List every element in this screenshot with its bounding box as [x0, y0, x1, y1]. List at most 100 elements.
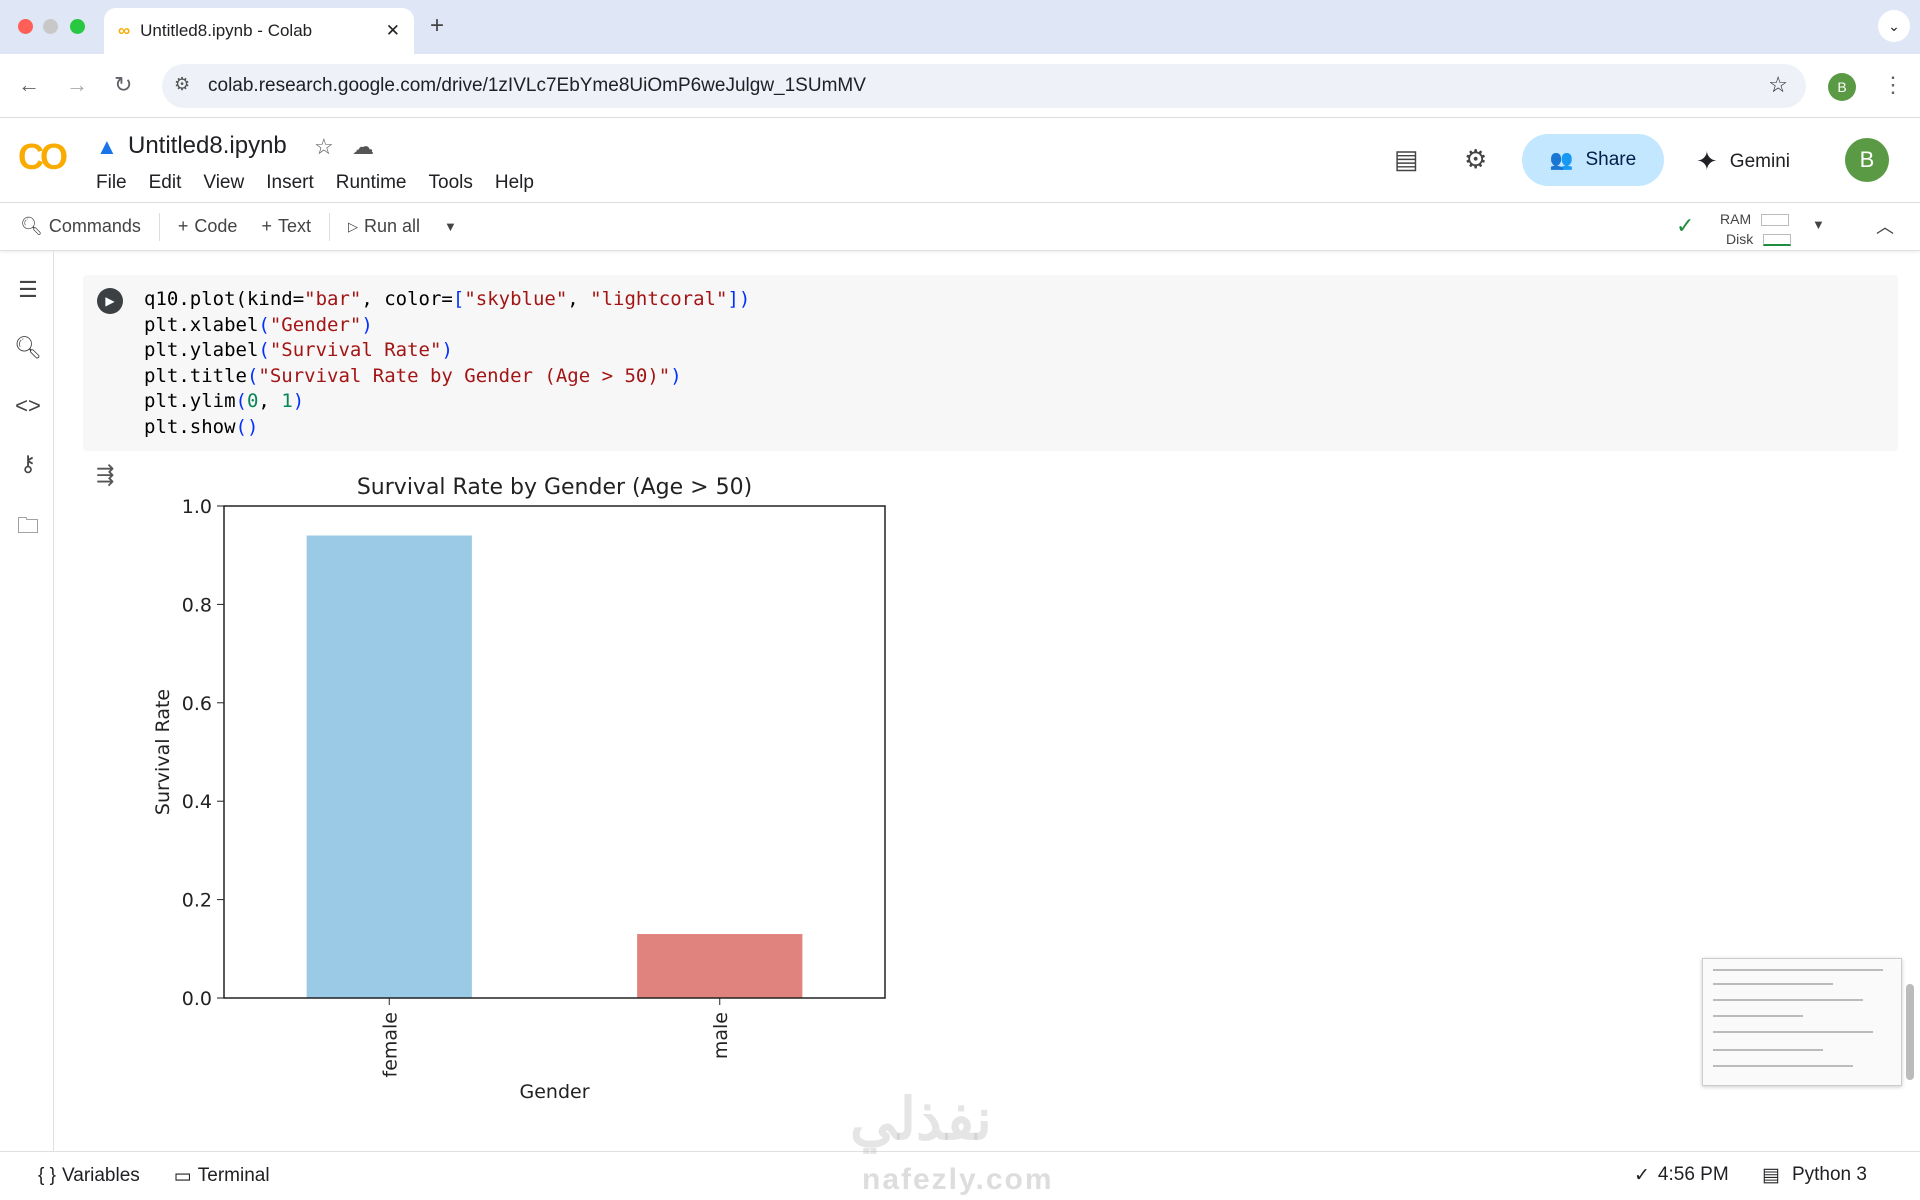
- code-line: q10.plot(kind="bar", color=["skyblue", "…: [144, 288, 751, 310]
- gemini-button[interactable]: ✦ Gemini: [1696, 146, 1790, 177]
- reload-icon[interactable]: ↻: [114, 72, 133, 97]
- collapse-header-icon[interactable]: ︿: [1876, 217, 1894, 237]
- star-icon[interactable]: ☆: [314, 134, 334, 159]
- y-tick-label: 0.4: [182, 791, 212, 813]
- comments-icon[interactable]: ▤: [1394, 144, 1419, 174]
- bar-chart: Survival Rate by Gender (Age > 50) female…: [152, 475, 886, 1103]
- resources-dropdown-icon[interactable]: ▼: [1812, 217, 1825, 232]
- terminal-icon: ▭: [173, 1165, 192, 1187]
- menu-insert[interactable]: Insert: [266, 172, 314, 193]
- commands-button[interactable]: 🔍︎ Commands: [0, 216, 153, 237]
- connected-check-icon: ✓: [1676, 213, 1695, 238]
- watermark-url: nafezly.com: [862, 1163, 1054, 1196]
- y-tick-label: 0.6: [182, 693, 212, 715]
- x-tick-label: male: [710, 1012, 732, 1059]
- settings-gear-icon[interactable]: ⚙: [1464, 144, 1488, 174]
- terminal-label: Terminal: [197, 1165, 270, 1186]
- code-line: plt.xlabel("Gender"): [144, 313, 373, 336]
- variables-button[interactable]: { } Variables: [0, 1165, 152, 1187]
- people-icon: 👥: [1549, 150, 1574, 171]
- gemini-label: Gemini: [1729, 150, 1790, 172]
- status-bar: { } Variables ▭ Terminal ✓ 4:56 PM ▤ Python …: [0, 1151, 1920, 1200]
- run-cell-button[interactable]: ▶: [97, 288, 123, 314]
- y-tick-label: 1.0: [182, 496, 212, 518]
- files-folder-icon[interactable]: 🗀: [16, 513, 39, 538]
- menu-bar: File Edit View Insert Runtime Tools Help: [96, 172, 534, 194]
- terminal-button[interactable]: ▭ Terminal: [152, 1165, 282, 1188]
- minimap-preview[interactable]: [1702, 958, 1902, 1086]
- code-line: plt.title("Survival Rate by Gender (Age …: [144, 364, 682, 387]
- account-avatar[interactable]: B: [1845, 138, 1889, 182]
- plus-icon: +: [177, 216, 189, 236]
- left-sidebar: ☰ 🔍︎ <> ⚷ 🗀: [0, 251, 54, 1151]
- forward-icon[interactable]: →: [66, 72, 88, 97]
- ram-bar: [1761, 214, 1790, 227]
- gemini-sparkle-icon: ✦: [1696, 146, 1718, 176]
- bar-male: [637, 934, 803, 998]
- close-tab-icon[interactable]: ✕: [385, 21, 400, 40]
- browser-profile-avatar[interactable]: B: [1828, 73, 1856, 101]
- run-all-button[interactable]: ▷ Run all: [336, 216, 432, 237]
- code-line: plt.ylim(0, 1): [144, 390, 305, 412]
- caret-down-icon: ▼: [444, 219, 457, 234]
- bookmark-star-icon[interactable]: ☆: [1768, 72, 1788, 97]
- add-text-button[interactable]: + Text: [249, 216, 323, 237]
- url-text: colab.research.google.com/drive/1zIVLc7E…: [208, 75, 866, 96]
- plot-frame: [223, 505, 886, 999]
- colab-logo[interactable]: CO: [18, 136, 68, 177]
- browser-tab[interactable]: ∞ Untitled8.ipynb - Colab ✕: [104, 8, 414, 54]
- code-cell[interactable]: [83, 275, 1898, 451]
- menu-runtime[interactable]: Runtime: [335, 172, 407, 193]
- menu-help[interactable]: Help: [494, 172, 534, 193]
- tab-title: Untitled8.ipynb - Colab: [140, 21, 313, 40]
- plus-icon: +: [261, 216, 272, 236]
- y-tick-label: 0.0: [182, 988, 212, 1010]
- new-tab-icon[interactable]: +: [430, 12, 445, 39]
- share-label: Share: [1585, 149, 1637, 170]
- execution-status[interactable]: ✓ 4:56 PM: [1634, 1164, 1729, 1187]
- browser-menu-icon[interactable]: ⋮: [1882, 72, 1904, 97]
- notebook-title[interactable]: Untitled8.ipynb: [128, 132, 287, 159]
- menu-edit[interactable]: Edit: [148, 172, 182, 193]
- disk-bar: [1763, 234, 1792, 247]
- menu-tools[interactable]: Tools: [428, 172, 473, 193]
- code-snippets-icon[interactable]: <>: [15, 393, 41, 418]
- close-window-button[interactable]: [18, 19, 33, 34]
- add-code-button[interactable]: + Code: [166, 216, 250, 237]
- y-axis-label: Survival Rate: [152, 689, 174, 815]
- site-settings-icon[interactable]: ⚙: [174, 74, 191, 94]
- menu-file[interactable]: File: [96, 172, 127, 193]
- text-label: Text: [277, 216, 311, 236]
- variables-label: Variables: [61, 1165, 140, 1186]
- divider: [158, 212, 160, 241]
- disk-label: Disk: [1726, 231, 1754, 247]
- cloud-saved-icon: ☁: [352, 134, 374, 159]
- bar-female: [306, 535, 472, 998]
- find-icon[interactable]: 🔍︎: [14, 335, 42, 360]
- y-tick-label: 0.2: [182, 890, 212, 912]
- browser-tab-bar: ∞ Untitled8.ipynb - Colab ✕ + ⌄: [0, 0, 1920, 54]
- runtime-label: Python 3: [1791, 1164, 1867, 1185]
- secrets-key-icon[interactable]: ⚷: [19, 451, 37, 476]
- resource-monitor[interactable]: RAM Disk: [1720, 209, 1792, 249]
- menu-view[interactable]: View: [203, 172, 245, 193]
- back-icon[interactable]: ←: [18, 72, 40, 97]
- url-bar[interactable]: ⚙ colab.research.google.com/drive/1zIVLc…: [162, 64, 1806, 108]
- commands-label: Commands: [48, 216, 141, 236]
- chart-title: Survival Rate by Gender (Age > 50): [357, 475, 752, 500]
- maximize-window-button[interactable]: [70, 19, 85, 34]
- run-all-dropdown[interactable]: ▼: [432, 219, 469, 234]
- notebook-toolbar: 🔍︎ Commands + Code + Text ▷ Run all ▼ ✓ RAM …: [0, 203, 1920, 251]
- minimize-window-button[interactable]: [43, 19, 58, 34]
- table-of-contents-icon[interactable]: ☰: [18, 277, 38, 302]
- code-editor[interactable]: q10.plot(kind="bar", color=["skyblue", "…: [144, 287, 750, 440]
- execution-time: 4:56 PM: [1657, 1164, 1729, 1185]
- tab-search-icon[interactable]: ⌄: [1878, 10, 1910, 42]
- search-icon: 🔍︎: [20, 216, 43, 236]
- scrollbar[interactable]: [1906, 984, 1914, 1080]
- divider: [328, 212, 330, 241]
- output-toggle-icon[interactable]: ⇶: [96, 462, 115, 487]
- drive-icon: ▲: [96, 134, 118, 159]
- share-button[interactable]: 👥 Share: [1522, 134, 1664, 186]
- runtime-indicator[interactable]: ▤ Python 3: [1762, 1164, 1867, 1187]
